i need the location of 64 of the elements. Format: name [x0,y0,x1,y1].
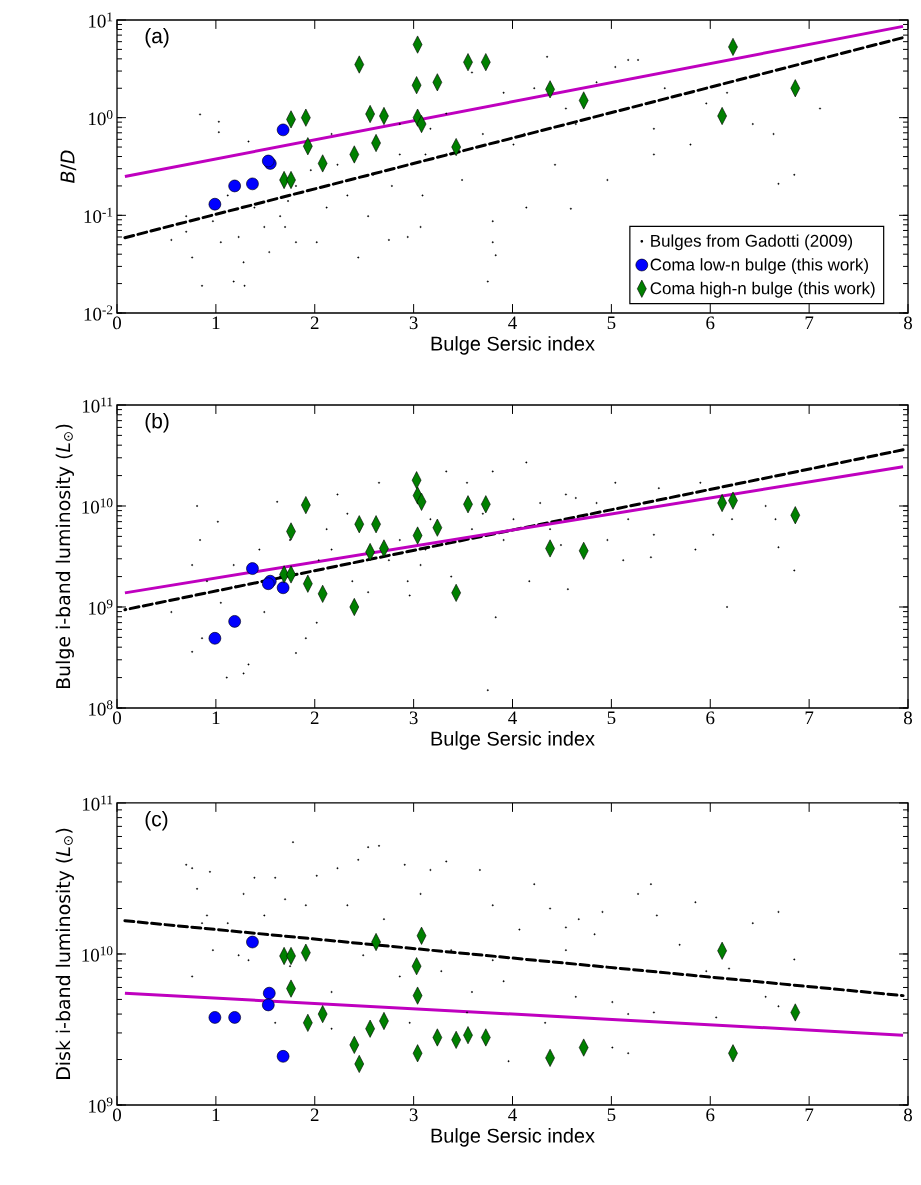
x-tick-label: 7 [805,1108,814,1121]
x-tick-label: 2 [310,711,319,725]
point [262,986,276,1000]
annotation: (a) [145,27,169,48]
point [228,179,241,193]
annotation: (c) [145,811,168,831]
y-axis-title: Bulge i-band luminosity (L$_{⊙}$) [55,424,74,689]
x-tick-label: 3 [409,711,418,725]
point [276,1050,290,1063]
y-tick-label: 10$^{10}$ [82,498,113,514]
y-tick-label: 10$^{11}$ [82,795,113,811]
y-tick-label: 10$^{9}$ [89,1097,113,1113]
x-tick-label: 4 [508,316,517,329]
x-tick-label: 8 [903,316,912,330]
point [276,123,290,137]
x-tick-label: 4 [508,1108,517,1121]
legend-label: Coma high-n bulge (this work) [650,281,875,298]
point [246,935,259,949]
x-tick-label: 8 [903,711,912,725]
x-tick-label: 1 [212,316,220,330]
point [208,197,222,211]
x-tick-label: 7 [805,316,814,329]
y-tick-label: 10$^{9}$ [89,599,113,615]
x-tick-label: 0 [112,316,121,330]
x-tick-label: 5 [607,316,616,330]
legend-label: Coma low-n bulge (this work) [650,258,868,274]
point [276,581,290,595]
point [228,615,241,628]
x-tick-label: 5 [607,711,616,725]
y-tick-label: 10$^{8}$ [89,700,113,716]
x-axis-title: Bulge Sersic index [431,336,595,355]
point [246,562,259,575]
x-tick-label: 3 [409,1108,418,1122]
legend-label: Bulges from Gadotti (2009) [651,234,853,251]
x-tick-label: 2 [310,1108,319,1122]
y-tick-label: 10$^{-2}$ [84,305,113,321]
y-tick-label: 10$^{11}$ [82,397,113,413]
point [246,177,259,191]
y-axis-title: B/D [60,150,77,183]
x-tick-label: 7 [805,711,814,724]
x-tick-label: 6 [706,316,715,330]
x-tick-label: 0 [112,711,121,725]
x-axis-title: Bulge Sersic index [431,731,595,750]
annotation: (b) [145,413,169,433]
x-axis-title: Bulge Sersic index [431,1128,595,1147]
point [262,998,275,1012]
y-tick-label: 10$^{1}$ [89,12,113,28]
y-tick-label: 10$^{0}$ [89,110,113,126]
point [208,1011,222,1024]
y-tick-label: 10$^{-1}$ [84,207,113,223]
x-tick-label: 8 [903,1108,912,1122]
y-tick-label: 10$^{10}$ [82,946,113,962]
x-tick-label: 2 [310,316,319,330]
x-tick-label: 4 [508,711,517,724]
x-tick-label: 3 [409,316,418,330]
y-axis-title: Disk i-band luminosity (L$_{⊙}$) [55,828,74,1079]
x-tick-label: 6 [706,1108,715,1122]
x-tick-label: 1 [212,711,220,724]
x-tick-label: 6 [706,711,715,725]
x-tick-label: 1 [212,1108,220,1121]
x-tick-label: 0 [112,1108,121,1122]
x-tick-label: 5 [607,1108,616,1122]
point [208,632,222,645]
point [228,1011,241,1024]
